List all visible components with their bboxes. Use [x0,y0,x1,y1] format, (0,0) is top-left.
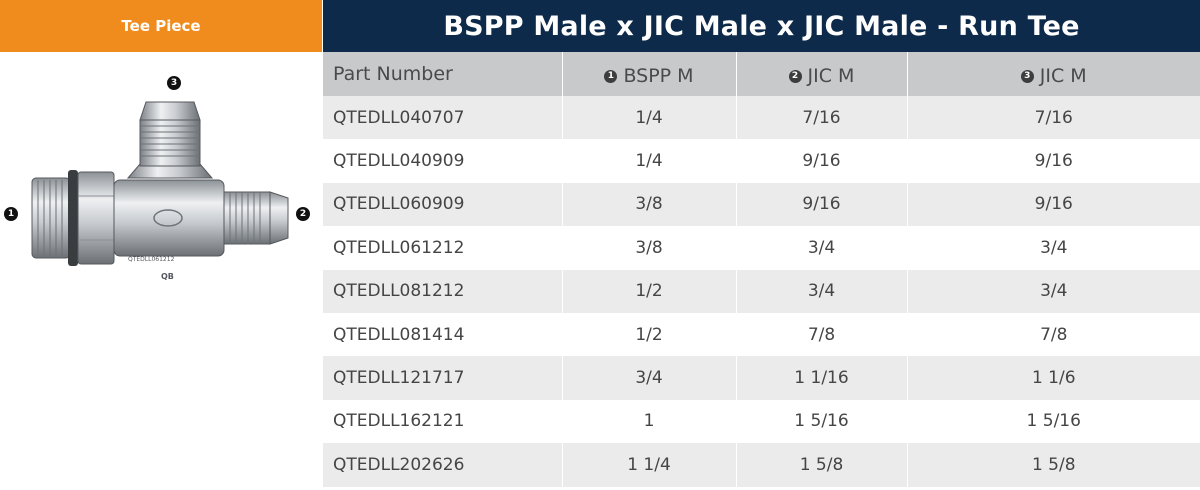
bspp-cell: 1/4 [561,139,736,183]
part-number-cell: QTEDLL040909 [323,139,562,183]
callout-marker: 3 [1020,69,1034,83]
callout-3: 3 [167,76,181,90]
jic-3-cell: 1 5/16 [906,399,1200,444]
table-row: QTEDLL202626 1 1/4 1 5/8 1 5/8 [323,443,1200,487]
tee-fitting-illustration [31,101,289,266]
product-image: 3 1 2 QB QTEDLL061212 [0,60,322,290]
part-number-cell: QTEDLL081212 [323,269,562,313]
bspp-cell: 3/8 [561,182,736,227]
header-part-number: Part Number [323,52,562,96]
jic-2-cell: 3/4 [735,226,907,270]
fitting-logo: QB [161,272,174,281]
callout-2: 2 [296,207,310,221]
page-title: BSPP Male x JIC Male x JIC Male - Run Te… [323,0,1200,52]
part-number-cell: QTEDLL081414 [323,312,562,357]
header-label: BSPP M [623,65,694,88]
header-bspp-m: 1 BSPP M [561,52,736,96]
jic-2-cell: 3/4 [735,269,907,313]
jic-3-cell: 9/16 [906,139,1200,183]
tab-tee-piece[interactable]: Tee Piece [0,0,322,52]
jic-3-cell: 3/4 [906,226,1200,270]
part-number-cell: QTEDLL061212 [323,226,562,270]
table-row: QTEDLL162121 1 1 5/16 1 5/16 [323,399,1200,444]
jic-2-cell: 1 5/8 [735,443,907,487]
jic-3-cell: 9/16 [906,182,1200,227]
header-jic-m-3: 3 JIC M [906,52,1200,96]
header-label: Part Number [333,63,453,85]
jic-3-cell: 1 1/6 [906,356,1200,400]
bspp-cell: 1 [561,399,736,444]
jic-2-cell: 1 1/16 [735,356,907,400]
table-row: QTEDLL060909 3/8 9/16 9/16 [323,182,1200,227]
fitting-engraving: QTEDLL061212 [128,256,175,263]
jic-3-cell: 7/8 [906,312,1200,357]
callout-1: 1 [4,207,18,221]
jic-3-cell: 3/4 [906,269,1200,313]
jic-2-cell: 9/16 [735,182,907,227]
jic-2-cell: 9/16 [735,139,907,183]
part-number-cell: QTEDLL040707 [323,96,562,140]
bspp-cell: 1 1/4 [561,443,736,487]
part-number-cell: QTEDLL121717 [323,356,562,400]
header-label: JIC M [807,65,855,88]
bspp-cell: 3/4 [561,356,736,400]
table-row: QTEDLL121717 3/4 1 1/16 1 1/6 [323,356,1200,400]
spec-panel: BSPP Male x JIC Male x JIC Male - Run Te… [323,0,1200,490]
callout-marker: 2 [788,69,802,83]
header-jic-m-2: 2 JIC M [735,52,907,96]
table-row: QTEDLL061212 3/8 3/4 3/4 [323,226,1200,270]
bspp-cell: 1/2 [561,312,736,357]
part-number-cell: QTEDLL202626 [323,443,562,487]
bspp-cell: 1/2 [561,269,736,313]
table-row: QTEDLL040707 1/4 7/16 7/16 [323,96,1200,140]
table-header-row: Part Number 1 BSPP M 2 JIC M 3 [323,52,1200,96]
table-row: QTEDLL040909 1/4 9/16 9/16 [323,139,1200,183]
table-row: QTEDLL081414 1/2 7/8 7/8 [323,312,1200,357]
table-row: QTEDLL081212 1/2 3/4 3/4 [323,269,1200,313]
jic-2-cell: 7/8 [735,312,907,357]
part-number-cell: QTEDLL060909 [323,182,562,227]
bspp-cell: 1/4 [561,96,736,140]
part-number-cell: QTEDLL162121 [323,399,562,444]
jic-2-cell: 1 5/16 [735,399,907,444]
callout-marker: 1 [604,69,618,83]
product-panel: Tee Piece [0,0,322,490]
jic-3-cell: 7/16 [906,96,1200,140]
header-label: JIC M [1039,65,1087,88]
spec-table: Part Number 1 BSPP M 2 JIC M 3 [323,52,1200,487]
bspp-cell: 3/8 [561,226,736,270]
jic-3-cell: 1 5/8 [906,443,1200,487]
jic-2-cell: 7/16 [735,96,907,140]
